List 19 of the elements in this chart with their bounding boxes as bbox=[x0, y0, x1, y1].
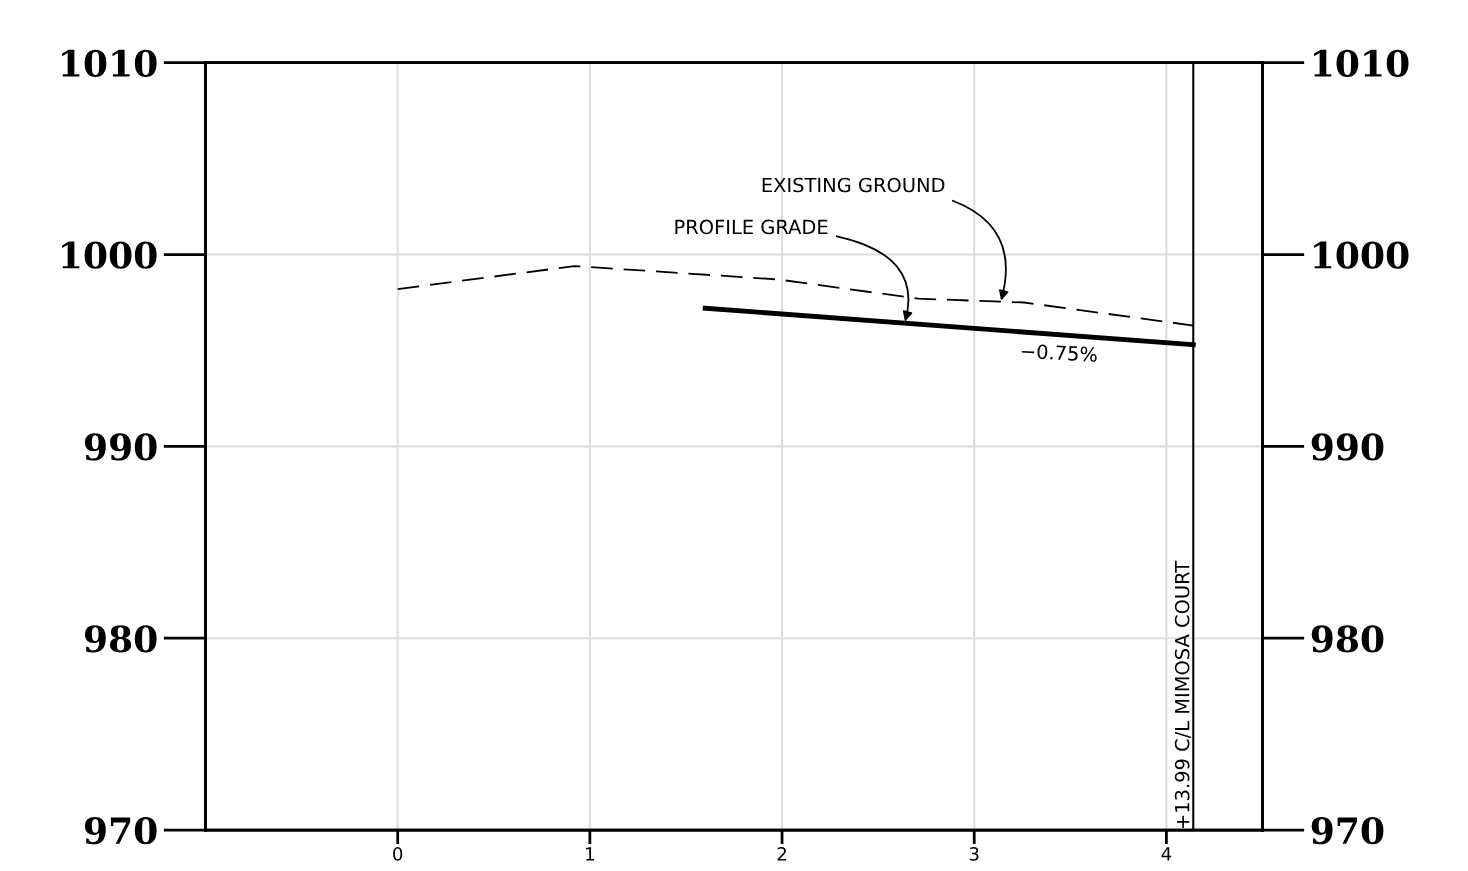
x-tick-label: 2 bbox=[777, 847, 786, 861]
x-tick-label: 0 bbox=[393, 847, 403, 861]
y-tick-label: 1010 bbox=[62, 49, 157, 77]
y2-tick-label: 1000 bbox=[1314, 241, 1409, 269]
y2-tick-label: 1010 bbox=[1314, 49, 1409, 77]
y2-tick-label: 980 bbox=[1311, 625, 1384, 653]
ref-line-label: +13.99 C/L MIMOSA COURT bbox=[1174, 560, 1192, 828]
annotation: EXISTING GROUND bbox=[762, 177, 945, 193]
annotation: PROFILE GRADE bbox=[675, 219, 828, 235]
x-tick-label: 4 bbox=[1161, 847, 1172, 861]
annotation: −0.75% bbox=[1021, 343, 1098, 362]
y-tick-label: 990 bbox=[84, 433, 157, 461]
y-tick-label: 970 bbox=[84, 816, 157, 845]
y-tick-label: 1000 bbox=[62, 241, 157, 269]
x-tick-label: 1 bbox=[586, 847, 594, 861]
y-tick-label: 980 bbox=[84, 625, 157, 653]
x-tick-label: 3 bbox=[969, 847, 979, 861]
y2-tick-label: 990 bbox=[1311, 433, 1384, 461]
y2-tick-label: 970 bbox=[1311, 816, 1384, 845]
